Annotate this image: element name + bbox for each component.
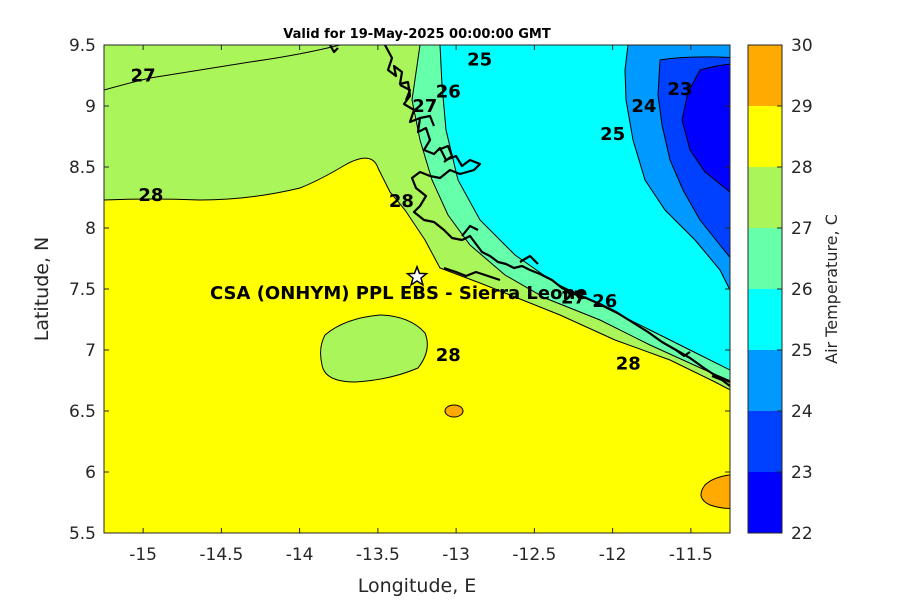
contour-label: 28 [616, 353, 641, 374]
x-tick-label: -12 [599, 545, 627, 565]
star-icon [405, 264, 429, 287]
x-axis-label: Longitude, E [358, 575, 477, 597]
y-axis-ticks: 5.5 6 6.5 7 7.5 8 8.5 9 9.5 [69, 36, 730, 544]
y-tick-label: 7 [85, 341, 96, 361]
map-plot-area [104, 45, 730, 533]
chart-title: Valid for 19-May-2025 00:00:00 GMT [283, 27, 551, 42]
colorbar-segment [748, 350, 782, 411]
x-tick-label: -12.5 [512, 545, 556, 565]
contour-label: 27 [412, 96, 437, 117]
x-tick-label: -15 [129, 545, 157, 565]
band-27-south-inland [320, 314, 428, 383]
colorbar-segment [748, 411, 782, 472]
contour-label: 25 [600, 124, 625, 145]
contour-label: 28 [389, 191, 414, 212]
contour-label: 27 [561, 288, 586, 309]
x-tick-label: -14.5 [199, 545, 243, 565]
x-tick-label: -13.5 [356, 545, 400, 565]
contour-label: 25 [467, 50, 492, 71]
colorbar-tick-label: 26 [791, 280, 813, 300]
colorbar-label: Air Temperature, C [822, 214, 841, 364]
band-29-southeast [700, 474, 730, 510]
contour-label: 28 [138, 185, 163, 206]
band-29-spot [444, 404, 464, 418]
colorbar-segment [748, 167, 782, 228]
colorbar-segment [748, 106, 782, 167]
contour-label: 23 [667, 79, 692, 100]
y-tick-label: 8 [85, 219, 96, 239]
colorbar-segment [748, 472, 782, 533]
colorbar-tick-label: 24 [791, 402, 813, 422]
contour-label: 27 [131, 66, 156, 87]
y-tick-label: 7.5 [69, 280, 96, 300]
coastline [329, 45, 730, 388]
band-27-northwest [104, 45, 341, 91]
y-tick-label: 5.5 [69, 524, 96, 544]
colorbar: 22 23 24 25 26 27 28 29 30 [747, 36, 813, 544]
colorbar-segment [748, 289, 782, 350]
y-tick-label: 6.5 [69, 402, 96, 422]
y-tick-label: 8.5 [69, 158, 96, 178]
x-tick-label: -11.5 [669, 545, 713, 565]
y-tick-label: 9.5 [69, 36, 96, 56]
colorbar-tick-label: 23 [791, 463, 813, 483]
y-tick-label: 6 [85, 463, 96, 483]
contour-label: 26 [436, 81, 461, 102]
colorbar-tick-label: 29 [791, 97, 813, 117]
colorbar-tick-label: 28 [791, 158, 813, 178]
x-axis-ticks: -15 -14.5 -14 -13.5 -13 -12.5 -12 -11.5 [129, 45, 713, 565]
contour-label: 26 [592, 291, 617, 312]
colorbar-tick-label: 25 [791, 341, 813, 361]
colorbar-tick-label: 30 [791, 36, 813, 56]
station-label: CSA (ONHYM) PPL EBS - Sierra Leone [210, 283, 587, 304]
station-marker: CSA (ONHYM) PPL EBS - Sierra Leone [210, 264, 587, 304]
x-tick-label: -14 [286, 545, 314, 565]
y-tick-label: 9 [85, 97, 96, 117]
colorbar-segment [748, 228, 782, 289]
band-22 [681, 63, 730, 193]
colorbar-tick-label: 22 [791, 524, 813, 544]
colorbar-segment [748, 45, 782, 106]
colorbar-tick-label: 27 [791, 219, 813, 239]
contour-label: 24 [631, 96, 656, 117]
y-axis-label: Latitude, N [31, 237, 53, 342]
contour-label: 28 [436, 345, 461, 366]
x-tick-label: -13 [442, 545, 470, 565]
